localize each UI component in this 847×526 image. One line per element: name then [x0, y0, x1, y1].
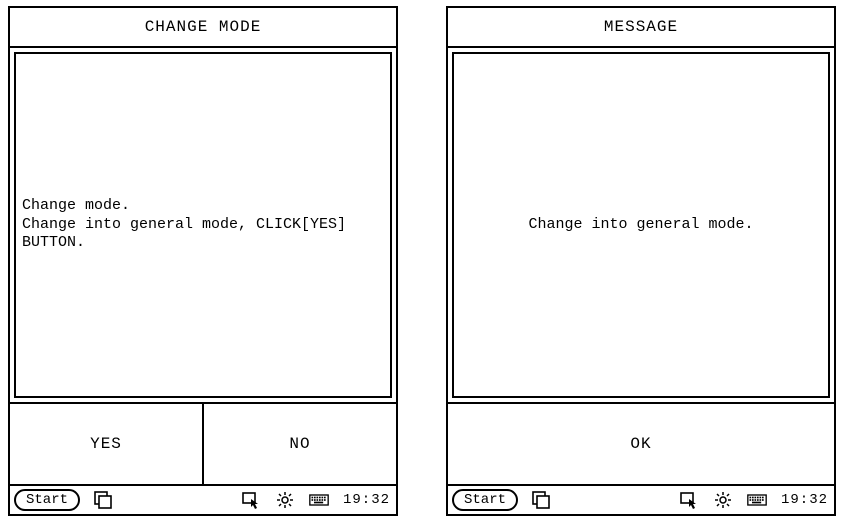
dialog-message-text: Change into general mode.: [528, 216, 753, 235]
dialog-title: MESSAGE: [448, 8, 834, 48]
brightness-icon[interactable]: [275, 491, 295, 509]
taskbar-clock: 19:32: [781, 492, 828, 508]
dialog-message: Change into general mode.: [452, 52, 830, 398]
taskbar: Start 19:32: [448, 486, 834, 514]
dialog-message-text: Change mode. Change into general mode, C…: [22, 197, 384, 253]
start-button[interactable]: Start: [452, 489, 518, 511]
start-button[interactable]: Start: [14, 489, 80, 511]
message-dialog: MESSAGE Change into general mode. OK Sta…: [446, 6, 836, 516]
yes-button[interactable]: YES: [10, 404, 202, 484]
change-mode-dialog: CHANGE MODE Change mode. Change into gen…: [8, 6, 398, 516]
brightness-icon[interactable]: [713, 491, 733, 509]
windows-icon[interactable]: [94, 491, 114, 509]
keyboard-icon[interactable]: [309, 491, 329, 509]
dialog-title: CHANGE MODE: [10, 8, 396, 48]
ok-button[interactable]: OK: [448, 404, 834, 484]
taskbar-clock: 19:32: [343, 492, 390, 508]
cursor-icon[interactable]: [679, 491, 699, 509]
dialog-button-row: YES NO: [10, 404, 396, 486]
dialog-message: Change mode. Change into general mode, C…: [14, 52, 392, 398]
dialog-content-wrap: Change mode. Change into general mode, C…: [10, 48, 396, 404]
keyboard-icon[interactable]: [747, 491, 767, 509]
cursor-icon[interactable]: [241, 491, 261, 509]
dialog-button-row: OK: [448, 404, 834, 486]
dialog-content-wrap: Change into general mode.: [448, 48, 834, 404]
no-button[interactable]: NO: [202, 404, 396, 484]
windows-icon[interactable]: [532, 491, 552, 509]
taskbar: Start 19:32: [10, 486, 396, 514]
